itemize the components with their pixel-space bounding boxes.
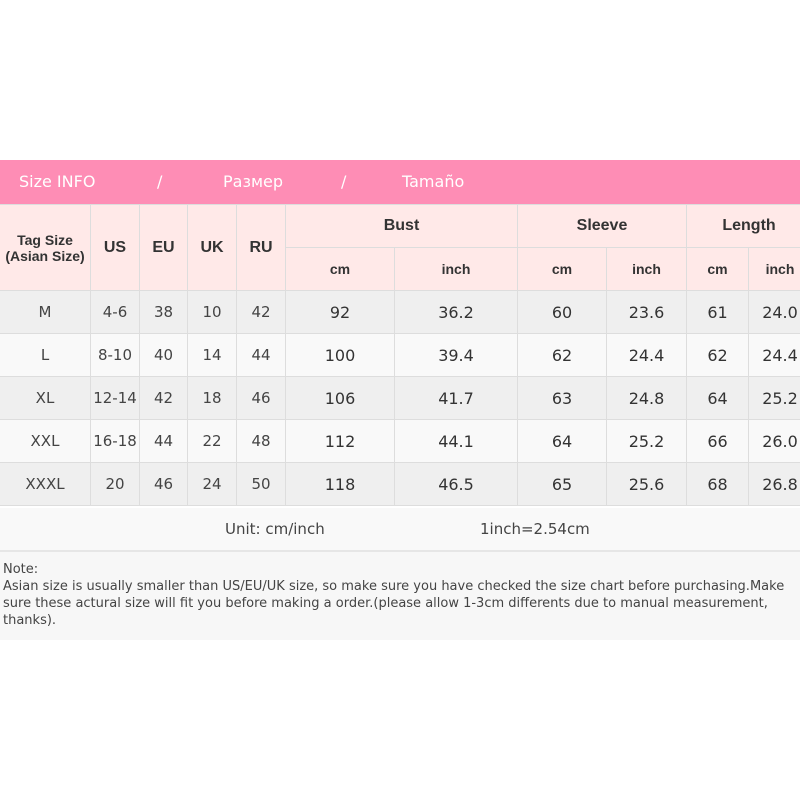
cell-us: 12-14 xyxy=(90,376,140,420)
cell-ru: 50 xyxy=(236,462,286,506)
header-length-cm: cm xyxy=(686,247,749,291)
cell-length-inch: 25.2 xyxy=(747,376,800,420)
cell-sleeve-inch: 25.6 xyxy=(606,462,687,506)
header-us: US xyxy=(90,204,140,291)
cell-sleeve-cm: 64 xyxy=(517,419,607,463)
header-length-inch: inch xyxy=(747,247,800,291)
header-length: Length xyxy=(685,204,800,248)
cell-bust-inch: 39.4 xyxy=(394,333,518,377)
cell-length-inch: 24.0 xyxy=(747,290,800,334)
cell-uk: 14 xyxy=(187,333,237,377)
table-row: M 4-6 38 10 42 92 36.2 60 23.6 61 24.0 xyxy=(0,290,800,334)
header-bust: Bust xyxy=(285,204,518,248)
cell-tag-size: XXXL xyxy=(0,462,91,506)
cell-eu: 38 xyxy=(139,290,188,334)
conversion-label: 1inch=2.54cm xyxy=(480,520,590,538)
banner-russian: Размер xyxy=(223,172,284,191)
header-sleeve-inch: inch xyxy=(606,247,687,291)
size-info-banner: Size INFO / Размер / Tamaño xyxy=(0,160,800,204)
cell-ru: 42 xyxy=(236,290,286,334)
cell-eu: 46 xyxy=(139,462,188,506)
header-bust-inch: inch xyxy=(394,247,518,291)
cell-length-inch: 26.8 xyxy=(747,462,800,506)
cell-ru: 44 xyxy=(236,333,286,377)
note-body: Asian size is usually smaller than US/EU… xyxy=(3,579,785,628)
cell-uk: 10 xyxy=(187,290,237,334)
cell-bust-inch: 44.1 xyxy=(394,419,518,463)
cell-sleeve-cm: 63 xyxy=(517,376,607,420)
cell-sleeve-cm: 60 xyxy=(517,290,607,334)
cell-uk: 18 xyxy=(187,376,237,420)
cell-tag-size: XXL xyxy=(0,419,91,463)
cell-us: 4-6 xyxy=(90,290,140,334)
cell-sleeve-cm: 62 xyxy=(517,333,607,377)
cell-tag-size: M xyxy=(0,290,91,334)
cell-length-cm: 66 xyxy=(686,419,749,463)
cell-length-cm: 62 xyxy=(686,333,749,377)
cell-ru: 46 xyxy=(236,376,286,420)
cell-us: 8-10 xyxy=(90,333,140,377)
unit-row: Unit: cm/inch 1inch=2.54cm xyxy=(0,508,800,552)
cell-length-cm: 64 xyxy=(686,376,749,420)
unit-label: Unit: cm/inch xyxy=(225,520,325,538)
banner-spanish: Tamaño xyxy=(402,172,465,191)
header-eu: EU xyxy=(139,204,188,291)
cell-length-cm: 68 xyxy=(686,462,749,506)
banner-separator: / xyxy=(157,172,163,191)
cell-uk: 24 xyxy=(187,462,237,506)
header-sleeve: Sleeve xyxy=(517,204,687,248)
cell-tag-size: L xyxy=(0,333,91,377)
cell-sleeve-inch: 24.8 xyxy=(606,376,687,420)
cell-bust-inch: 46.5 xyxy=(394,462,518,506)
header-sleeve-cm: cm xyxy=(517,247,607,291)
cell-eu: 44 xyxy=(139,419,188,463)
cell-bust-inch: 36.2 xyxy=(394,290,518,334)
cell-length-inch: 26.0 xyxy=(747,419,800,463)
cell-bust-cm: 100 xyxy=(285,333,395,377)
banner-separator: / xyxy=(341,172,347,191)
table-row: XL 12-14 42 18 46 106 41.7 63 24.8 64 25.2 xyxy=(0,376,800,420)
cell-sleeve-inch: 24.4 xyxy=(606,333,687,377)
cell-us: 16-18 xyxy=(90,419,140,463)
cell-uk: 22 xyxy=(187,419,237,463)
header-tag-size: Tag Size (Asian Size) xyxy=(0,204,91,291)
header-bust-cm: cm xyxy=(285,247,395,291)
header-ru: RU xyxy=(236,204,286,291)
cell-bust-cm: 92 xyxy=(285,290,395,334)
banner-english: Size INFO xyxy=(19,172,96,191)
cell-sleeve-cm: 65 xyxy=(517,462,607,506)
note-section: Note: Asian size is usually smaller than… xyxy=(0,552,800,640)
cell-bust-cm: 118 xyxy=(285,462,395,506)
cell-us: 20 xyxy=(90,462,140,506)
cell-bust-cm: 112 xyxy=(285,419,395,463)
cell-tag-size: XL xyxy=(0,376,91,420)
size-table: Tag Size (Asian Size) US EU UK RU Bust Sl… xyxy=(0,204,800,506)
cell-ru: 48 xyxy=(236,419,286,463)
cell-bust-cm: 106 xyxy=(285,376,395,420)
table-row: XXL 16-18 44 22 48 112 44.1 64 25.2 66 26.0 xyxy=(0,419,800,463)
header-uk: UK xyxy=(187,204,237,291)
table-row: XXXL 20 46 24 50 118 46.5 65 25.6 68 26.8 xyxy=(0,462,800,506)
cell-sleeve-inch: 25.2 xyxy=(606,419,687,463)
table-row: L 8-10 40 14 44 100 39.4 62 24.4 62 24.4 xyxy=(0,333,800,377)
cell-length-inch: 24.4 xyxy=(747,333,800,377)
cell-bust-inch: 41.7 xyxy=(394,376,518,420)
note-title: Note: xyxy=(3,562,39,577)
cell-eu: 40 xyxy=(139,333,188,377)
cell-sleeve-inch: 23.6 xyxy=(606,290,687,334)
cell-length-cm: 61 xyxy=(686,290,749,334)
cell-eu: 42 xyxy=(139,376,188,420)
